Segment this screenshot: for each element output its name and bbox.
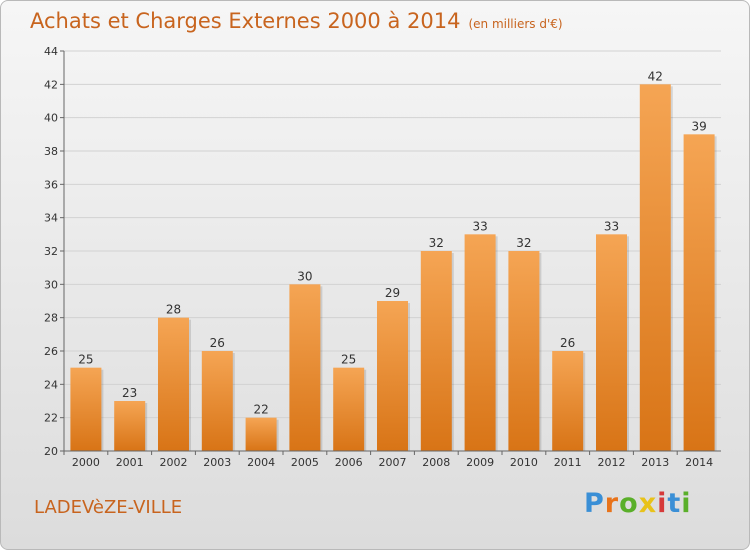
- proxiti-logo: Proxiti: [584, 488, 692, 519]
- logo-letter: t: [667, 488, 682, 519]
- y-tick-label: 20: [44, 445, 58, 458]
- logo-letter: i: [681, 488, 692, 519]
- y-tick-label: 30: [44, 278, 58, 291]
- y-tick-label: 32: [44, 245, 58, 258]
- bar-value-label: 22: [253, 403, 268, 417]
- bar: [377, 301, 408, 451]
- bar-value-label: 28: [166, 303, 181, 317]
- y-tick-label: 24: [44, 378, 58, 391]
- x-tick-label: 2013: [641, 456, 669, 469]
- bar: [201, 351, 233, 451]
- x-tick-label: 2008: [422, 456, 450, 469]
- bar: [333, 367, 365, 451]
- y-tick-label: 40: [44, 112, 58, 125]
- bar: [683, 134, 715, 452]
- bar-value-label: 25: [78, 353, 93, 367]
- x-tick-label: 2014: [685, 456, 713, 469]
- x-tick-label: 2011: [554, 456, 582, 469]
- x-tick-label: 2001: [116, 456, 144, 469]
- bar-value-label: 33: [604, 219, 619, 233]
- x-axis: 2000 2001 2002 2003 2004 2005 2006 2007 2008 2009…: [63, 450, 721, 469]
- bar-value-label: 26: [210, 336, 225, 350]
- bar-value-label: 32: [516, 236, 531, 250]
- y-axis: 20 22 24 26 28 30 32 34 36 38 40 42 44: [44, 45, 65, 458]
- bar: [464, 234, 496, 451]
- y-tick-label: 38: [44, 145, 58, 158]
- logo-letter: x: [638, 488, 658, 519]
- bar-value-label: 33: [472, 219, 487, 233]
- x-tick-label: 2000: [72, 456, 100, 469]
- bar: [552, 351, 584, 451]
- y-tick-label: 44: [44, 45, 58, 58]
- bar-value-label: 39: [691, 119, 706, 133]
- chart-subtitle: (en milliers d'€): [468, 17, 563, 31]
- x-tick-label: 2003: [203, 456, 231, 469]
- x-tick-label: 2004: [247, 456, 275, 469]
- bar: [420, 251, 452, 451]
- y-tick-label: 34: [44, 212, 58, 225]
- bar: [508, 251, 540, 451]
- bar-value-label: 30: [297, 269, 312, 283]
- x-tick-label: 2012: [598, 456, 626, 469]
- x-tick-label: 2009: [466, 456, 494, 469]
- bar-value-label: 32: [429, 236, 444, 250]
- chart-title-text: Achats et Charges Externes 2000 à 2014: [30, 9, 461, 33]
- bar-value-label: 25: [341, 353, 356, 367]
- chart-title: Achats et Charges Externes 2000 à 2014 (e…: [30, 9, 563, 33]
- bar: [245, 417, 277, 451]
- bar-value-label: 42: [648, 69, 663, 83]
- y-tick-label: 22: [44, 412, 58, 425]
- commune-name: LADEVèZE-VILLE: [34, 497, 183, 518]
- bar: [114, 401, 146, 451]
- bar: [596, 234, 627, 451]
- logo-letter: o: [619, 488, 639, 519]
- bar-value-label: 26: [560, 336, 575, 350]
- y-tick-label: 26: [44, 345, 58, 358]
- y-tick-label: 42: [44, 78, 58, 91]
- logo-letter: P: [584, 488, 605, 519]
- x-tick-label: 2010: [510, 456, 538, 469]
- logo-letter: r: [604, 488, 620, 519]
- bar: [639, 84, 671, 451]
- x-tick-label: 2002: [160, 456, 188, 469]
- bar: [70, 367, 102, 451]
- bars: 25 23 28 26 22 30 25 29 32 33 32 26 33 42 39: [70, 69, 717, 452]
- y-tick-label: 36: [44, 178, 58, 191]
- x-tick-label: 2006: [335, 456, 363, 469]
- x-tick-label: 2005: [291, 456, 319, 469]
- bar: [158, 317, 189, 451]
- bar: [289, 284, 321, 451]
- bar-value-label: 29: [385, 286, 400, 300]
- x-tick-label: 2007: [379, 456, 407, 469]
- logo-letter: i: [657, 488, 668, 519]
- bar-value-label: 23: [122, 386, 137, 400]
- y-tick-label: 28: [44, 312, 58, 325]
